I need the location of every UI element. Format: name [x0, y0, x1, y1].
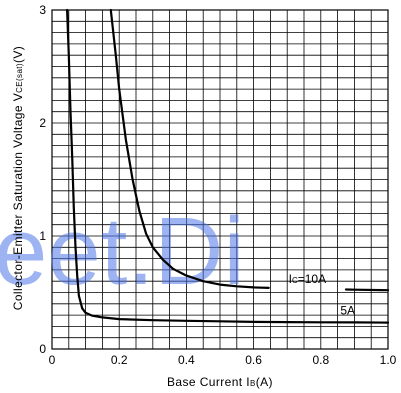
x-tick-label: 0.8 [312, 353, 329, 367]
series-label-5a: 5A [340, 304, 355, 318]
grid [52, 10, 388, 349]
curves [66, 8, 390, 324]
y-tick-label: 2 [39, 116, 46, 130]
x-axis-title-unit: (A) [256, 375, 273, 389]
series-labels: IC=10A 5A [289, 272, 355, 318]
x-axis-title: Base Current IB(A) [167, 375, 273, 389]
x-axis-title-main: Base Current I [167, 375, 250, 389]
y-tick-label: 3 [39, 3, 46, 17]
x-tick-label: 0.2 [111, 353, 128, 367]
y-axis-title-unit: (V) [11, 46, 25, 63]
x-tick-labels: 0 0.2 0.4 0.6 0.8 1.0 [49, 353, 397, 367]
y-axis-title-subscript: CE(sat) [15, 63, 24, 93]
series-label-10a: IC=10A [289, 272, 326, 286]
y-axis-title-main: Collector-Emitter Saturation Voltage V [11, 93, 25, 310]
series-curve-10a [344, 288, 390, 292]
series-curve-5a [66, 8, 390, 324]
x-tick-label: 1.0 [380, 353, 397, 367]
y-tick-labels: 0 1 2 3 [39, 3, 46, 356]
y-tick-label: 1 [39, 229, 46, 243]
x-tick-label: 0 [49, 353, 56, 367]
x-tick-label: 0.4 [178, 353, 195, 367]
x-axis-title-subscript: B [250, 379, 256, 388]
y-axis-title: Collector-Emitter Saturation Voltage VCE… [11, 46, 25, 310]
x-tick-label: 0.6 [245, 353, 262, 367]
y-tick-label: 0 [39, 342, 46, 356]
watermark-text: eet.Di [0, 198, 245, 305]
series-curve-10a [109, 8, 270, 289]
plot-frame [51, 9, 389, 350]
